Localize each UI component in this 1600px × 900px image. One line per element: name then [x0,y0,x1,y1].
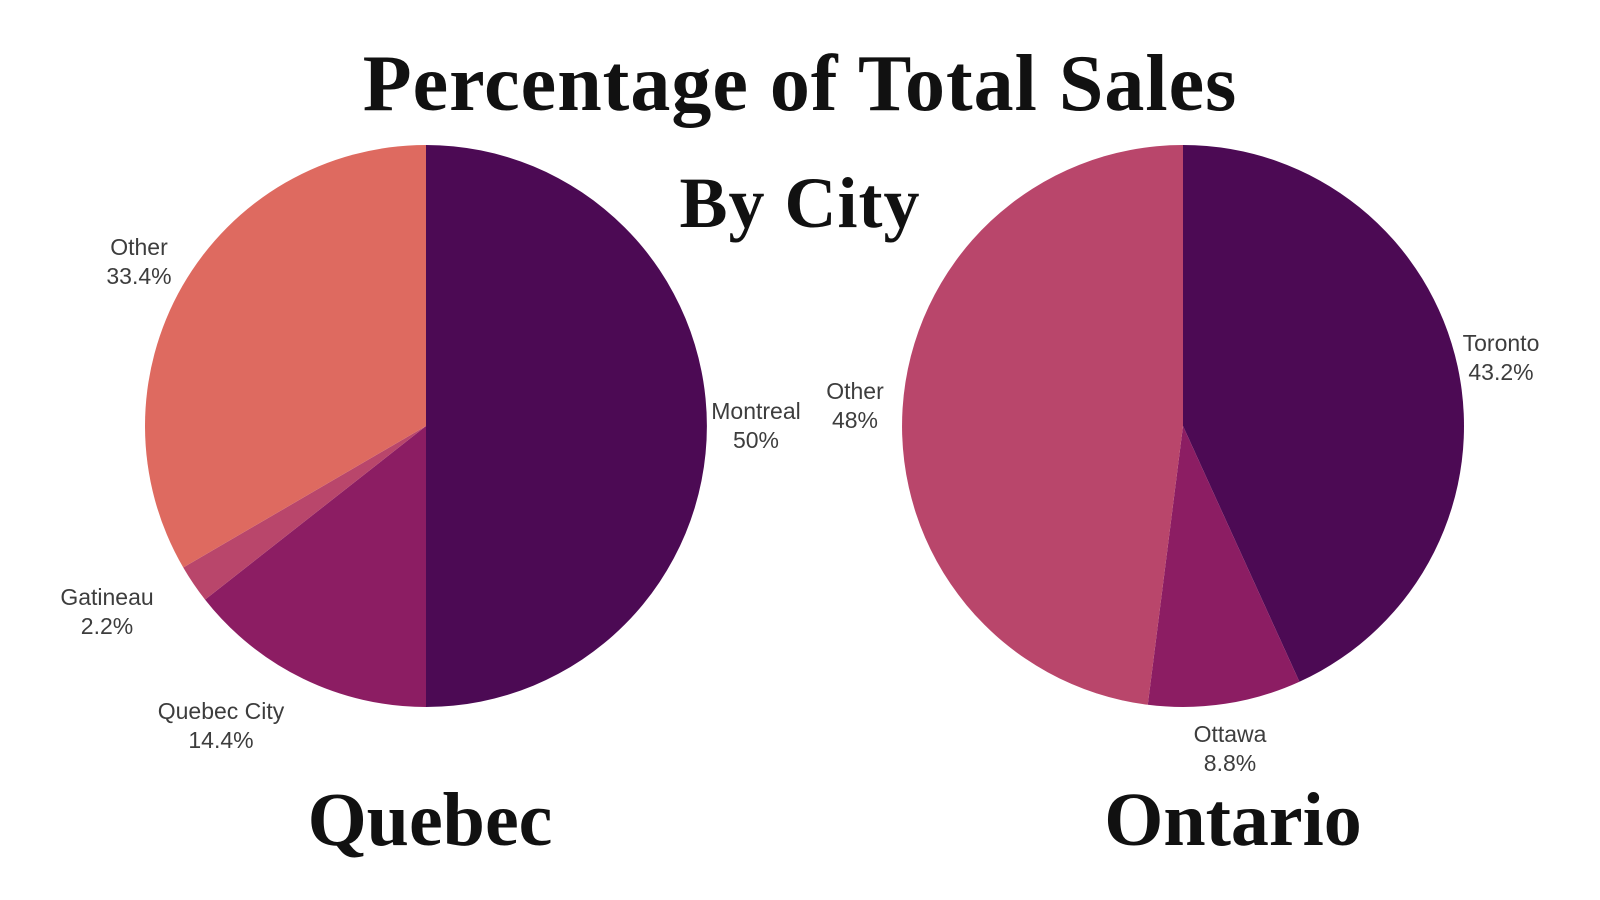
ontario-pie-label-toronto: Toronto 43.2% [1463,329,1540,387]
slice-label-value: 8.8% [1203,750,1257,776]
slice-label-value: 2.2% [80,613,134,639]
slice-label-value: 14.4% [188,727,254,753]
slice-label-name: Quebec City [157,698,285,724]
ontario-pie-label-ottawa: Ottawa 8.8% [1194,720,1267,778]
slice-label-value: 48% [831,407,879,433]
slice-label-name: Other [826,378,884,404]
quebec-pie-slice-gatineau [183,426,426,600]
ontario-pie-slice-toronto [1183,145,1465,682]
chart-title: Percentage of Total Sales [362,40,1238,128]
ontario-pie-label-other: Other 48% [826,377,884,435]
slice-label-value: 50% [732,427,780,453]
quebec-pie-label-other: Other 33.4% [106,233,171,291]
slice-label-name: Toronto [1462,330,1540,356]
chart-subtitle: By City [679,163,921,243]
quebec-pie-label-quebec-city: Quebec City 14.4% [158,697,285,755]
ontario-pie-slice-ottawa [1147,426,1300,707]
slice-label-name: Gatineau [60,584,154,610]
quebec-pie-label-montreal: Montreal 50% [711,397,800,455]
quebec-pie-slice-other [145,145,427,568]
slice-label-name: Montreal [711,398,801,424]
quebec-pie-slice-quebec-city [205,426,426,707]
quebec-pie-slice-montreal [426,145,707,707]
slice-label-value: 33.4% [106,263,172,289]
slice-label-value: 43.2% [1468,359,1534,385]
slice-label-name: Ottawa [1193,721,1267,747]
pie-title-quebec: Quebec [307,778,553,862]
quebec-pie-label-gatineau: Gatineau 2.2% [60,583,153,641]
ontario-pie-slice-other [902,145,1183,705]
slice-label-name: Other [110,234,168,260]
pie-title-ontario: Ontario [1104,778,1362,862]
